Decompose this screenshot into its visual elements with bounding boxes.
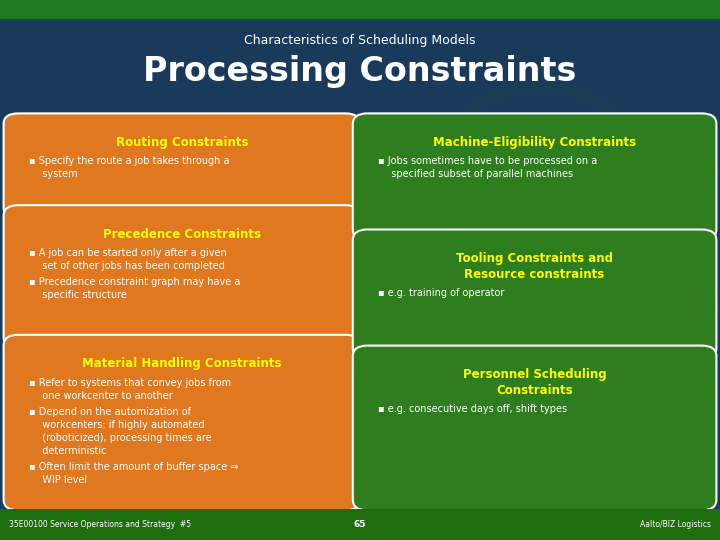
Text: ▪ Refer to systems that convey jobs from: ▪ Refer to systems that convey jobs from <box>29 378 231 388</box>
FancyBboxPatch shape <box>4 205 360 348</box>
Text: set of other jobs has been completed: set of other jobs has been completed <box>36 261 225 271</box>
Text: ▪ e.g. consecutive days off, shift types: ▪ e.g. consecutive days off, shift types <box>378 404 567 415</box>
Text: WIP level: WIP level <box>36 475 87 485</box>
Circle shape <box>360 130 720 432</box>
Text: one workcenter to another: one workcenter to another <box>36 391 173 401</box>
Text: Aalto/BIZ Logistics: Aalto/BIZ Logistics <box>640 520 711 529</box>
Text: ▪ Depend on the automization of: ▪ Depend on the automization of <box>29 407 191 417</box>
FancyBboxPatch shape <box>0 0 720 19</box>
Text: deterministic: deterministic <box>36 446 107 456</box>
Text: 35E00100 Service Operations and Strategy  #5: 35E00100 Service Operations and Strategy… <box>9 520 191 529</box>
Text: system: system <box>36 170 78 179</box>
Text: Constraints: Constraints <box>496 384 573 397</box>
Text: Resource constraints: Resource constraints <box>464 268 605 281</box>
FancyBboxPatch shape <box>0 509 720 540</box>
Text: ▪ Often limit the amount of buffer space ⇒: ▪ Often limit the amount of buffer space… <box>29 462 238 472</box>
Text: Characteristics of Scheduling Models: Characteristics of Scheduling Models <box>244 34 476 47</box>
FancyBboxPatch shape <box>4 335 360 510</box>
Text: Processing Constraints: Processing Constraints <box>143 55 577 88</box>
Text: ▪ Specify the route a job takes through a: ▪ Specify the route a job takes through … <box>29 157 229 166</box>
Text: workcenters: if highly automated: workcenters: if highly automated <box>36 420 204 430</box>
FancyBboxPatch shape <box>4 113 360 219</box>
FancyBboxPatch shape <box>353 346 716 510</box>
Text: (roboticized), processing times are: (roboticized), processing times are <box>36 433 212 443</box>
Text: Machine-Eligibility Constraints: Machine-Eligibility Constraints <box>433 136 636 149</box>
Text: specific structure: specific structure <box>36 290 127 300</box>
Text: 65: 65 <box>354 520 366 529</box>
Text: ▪ Precedence constraint graph may have a: ▪ Precedence constraint graph may have a <box>29 277 240 287</box>
Text: specified subset of parallel machines: specified subset of parallel machines <box>385 170 573 179</box>
FancyBboxPatch shape <box>353 230 716 359</box>
Text: Routing Constraints: Routing Constraints <box>115 136 248 149</box>
Text: Precedence Constraints: Precedence Constraints <box>103 228 261 241</box>
FancyBboxPatch shape <box>353 113 716 240</box>
Text: Personnel Scheduling: Personnel Scheduling <box>463 368 606 381</box>
Text: ▪ Jobs sometimes have to be processed on a: ▪ Jobs sometimes have to be processed on… <box>378 157 598 166</box>
Text: ▪ A job can be started only after a given: ▪ A job can be started only after a give… <box>29 248 227 258</box>
Text: ▪ e.g. training of operator: ▪ e.g. training of operator <box>378 288 505 299</box>
Text: Tooling Constraints and: Tooling Constraints and <box>456 252 613 265</box>
Text: Material Handling Constraints: Material Handling Constraints <box>82 357 282 370</box>
